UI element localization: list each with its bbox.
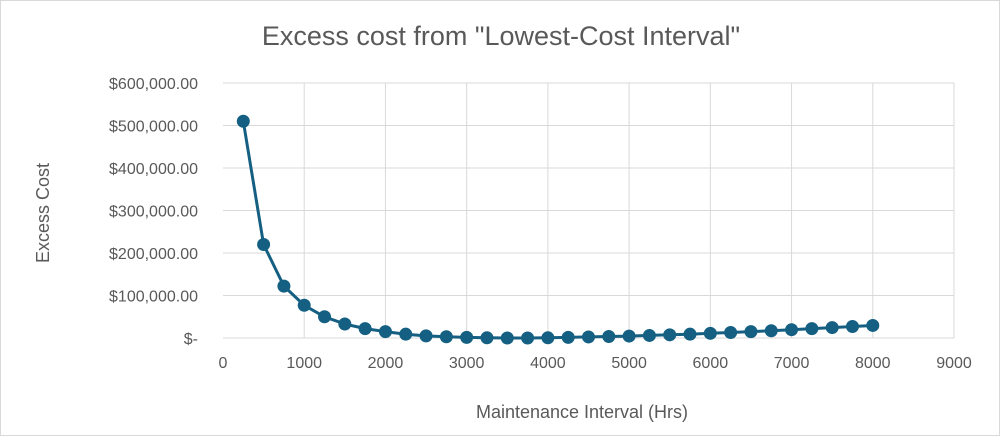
data-point [602, 330, 616, 344]
x-axis-ticks: 0 1000 2000 3000 4000 5000 6000 7000 8000 9000 [219, 355, 972, 372]
y-axis-title: Excess Cost [33, 163, 53, 263]
x-tick-label: 9000 [936, 355, 972, 372]
data-point [480, 331, 494, 345]
data-point [236, 114, 250, 128]
x-axis-title: Maintenance Interval (Hrs) [476, 402, 688, 422]
x-tick-label: 4000 [530, 355, 566, 372]
data-point [825, 321, 839, 335]
series-group [236, 114, 880, 345]
data-point [703, 326, 717, 340]
data-point [622, 329, 636, 343]
data-point [460, 330, 474, 344]
x-tick-label: 6000 [693, 355, 729, 372]
x-tick-label: 0 [219, 355, 228, 372]
y-tick-label: $500,000.00 [109, 119, 198, 136]
data-point [439, 330, 453, 344]
data-point [521, 331, 535, 345]
data-point [805, 322, 819, 336]
data-point [582, 330, 595, 344]
data-point [663, 328, 677, 342]
data-point [764, 324, 778, 338]
data-point [358, 322, 372, 336]
data-point [257, 238, 271, 251]
gridlines [223, 82, 955, 339]
data-point [500, 331, 514, 345]
data-point [541, 331, 555, 345]
data-point [399, 327, 413, 341]
x-tick-label: 3000 [449, 355, 485, 372]
y-tick-label: $400,000.00 [109, 161, 198, 178]
x-tick-label: 5000 [611, 355, 647, 372]
data-point [845, 320, 859, 334]
y-axis-ticks: $- $100,000.00 $200,000.00 $300,000.00 $400,… [109, 76, 198, 348]
data-point [744, 325, 758, 339]
y-tick-label: $300,000.00 [109, 204, 198, 221]
data-point [683, 327, 697, 341]
data-point [642, 328, 656, 342]
data-point [724, 325, 738, 339]
data-point [419, 329, 433, 343]
data-point [297, 298, 311, 312]
x-tick-label: 7000 [774, 355, 810, 372]
data-point [338, 317, 352, 331]
data-point [866, 318, 880, 332]
x-tick-label: 2000 [368, 355, 404, 372]
y-tick-label: $200,000.00 [109, 246, 198, 263]
data-point [561, 330, 575, 344]
y-tick-label: $- [184, 331, 198, 348]
data-point [277, 279, 291, 293]
series-line [241, 121, 873, 340]
y-tick-label: $600,000.00 [109, 76, 198, 93]
chart-title: Excess cost from "Lowest-Cost Interval" [261, 21, 741, 51]
x-tick-label: 1000 [286, 355, 322, 372]
data-point [318, 310, 332, 324]
x-tick-label: 8000 [855, 355, 891, 372]
data-point [785, 323, 799, 337]
y-tick-label: $100,000.00 [109, 289, 198, 306]
data-point [378, 325, 392, 339]
